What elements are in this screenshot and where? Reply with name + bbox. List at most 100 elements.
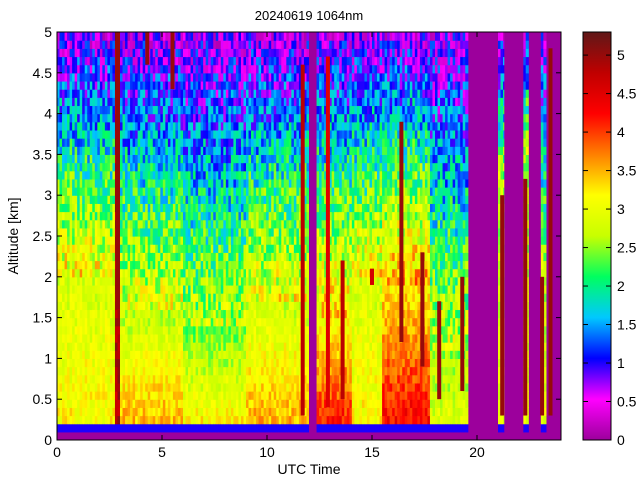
heatmap-cell [87,178,91,188]
heatmap-cell [223,56,227,66]
heatmap-cell [266,333,270,343]
heatmap-cell [225,276,229,286]
heatmap-cell [271,105,275,115]
heatmap-cell [205,236,209,245]
heatmap-cell [240,415,245,425]
heatmap-cell [208,260,212,270]
heatmap-cell [102,97,106,107]
heatmap-cell [122,309,126,319]
heatmap-cell [281,244,285,253]
heatmap-cell [208,276,212,286]
heatmap-cell [215,244,219,253]
heatmap-cell [89,80,93,90]
heatmap-cell [296,97,300,107]
heatmap-cell [296,366,300,376]
heatmap-cell [59,268,63,278]
heatmap-cell [188,333,192,343]
heatmap-cell [271,325,275,335]
heatmap-cell [281,366,285,376]
heatmap-cell [77,56,81,66]
heatmap-cell [278,32,282,33]
heatmap-cell [147,374,151,384]
heatmap-cell [137,431,141,440]
heatmap-cell [130,284,134,294]
heatmap-cell [62,121,66,131]
heatmap-cell [140,162,144,172]
heatmap-cell [79,391,83,400]
heatmap-cell [177,260,182,270]
heatmap-cell [273,105,277,115]
heatmap-cell [127,244,131,253]
heatmap-cell [140,121,144,131]
heatmap-cell [160,276,164,286]
heatmap-cell [246,382,250,392]
heatmap-cell [185,203,189,213]
heatmap-cell [213,40,217,49]
heatmap-cell [213,48,217,58]
heatmap-cell [271,284,275,294]
heatmap-cell [266,342,270,351]
heatmap-cell [233,72,237,82]
heatmap-cell [228,203,232,213]
heatmap-cell [276,342,280,351]
heatmap-cell [160,325,164,335]
heatmap-cell [276,431,280,440]
heatmap-cell [276,293,280,302]
heatmap-cell [278,358,282,368]
heatmap-cell [180,211,184,221]
heatmap-cell [273,113,277,123]
heatmap-cell [99,105,103,115]
heatmap-cell [266,129,270,139]
heatmap-cell [150,391,154,400]
heatmap-cell [210,301,214,311]
heatmap-cell [117,423,121,433]
heatmap-cell [92,399,96,408]
heatmap-cell [198,72,202,82]
heatmap-cell [64,244,68,253]
heatmap-cell [223,187,227,196]
heatmap-cell [172,89,177,98]
heatmap-cell [266,121,270,131]
heatmap-cell [215,154,219,164]
heatmap-cell [200,121,204,131]
heatmap-cell [112,32,116,33]
heatmap-cell [228,211,232,221]
heatmap-cell [291,113,295,123]
heatmap-cell [298,342,303,351]
heatmap-cell [223,276,227,286]
heatmap-cell [162,48,166,58]
heatmap-cell [215,56,219,66]
heatmap-cell [271,366,275,376]
heatmap-cell [210,244,214,253]
heatmap-cell [147,113,151,123]
heatmap-cell [57,154,61,164]
heatmap-cell [203,64,207,74]
heatmap-cell [109,309,114,319]
heatmap-cell [155,382,159,392]
heatmap-cell [188,317,192,327]
heatmap-cell [293,113,297,123]
heatmap-cell [183,162,187,172]
heatmap-cell [97,260,101,270]
heatmap-cell [208,374,212,384]
heatmap-cell [246,284,250,294]
heatmap-cell [64,236,68,245]
heatmap-cell [268,48,272,58]
heatmap-cell [263,325,267,335]
heatmap-cell [183,333,187,343]
heatmap-cell [94,80,98,90]
heatmap-cell [67,293,71,302]
heatmap-cell [223,252,227,262]
heatmap-cell [213,80,217,90]
heatmap-cell [140,97,144,107]
heatmap-cell [248,374,252,384]
heatmap-cell [59,317,63,327]
heatmap-cell [84,358,88,368]
heatmap-cell [278,56,282,66]
heatmap-cell [261,48,265,58]
heatmap-cell [160,382,164,392]
heatmap-cell [213,72,217,82]
heatmap-cell [147,399,151,408]
heatmap-cell [67,276,71,286]
heatmap-cell [104,219,108,229]
